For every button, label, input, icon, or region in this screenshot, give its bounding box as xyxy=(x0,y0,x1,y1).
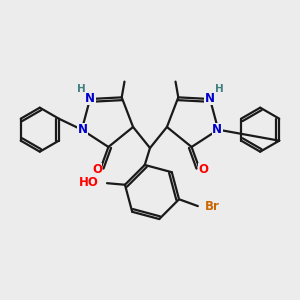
Text: O: O xyxy=(92,163,102,176)
Text: HO: HO xyxy=(79,176,99,189)
Text: N: N xyxy=(212,123,222,136)
Text: H: H xyxy=(76,84,85,94)
Text: N: N xyxy=(205,92,215,104)
Text: N: N xyxy=(85,92,95,104)
Text: Br: Br xyxy=(204,200,219,213)
Text: H: H xyxy=(214,84,224,94)
Text: O: O xyxy=(198,163,208,176)
Text: N: N xyxy=(78,123,88,136)
